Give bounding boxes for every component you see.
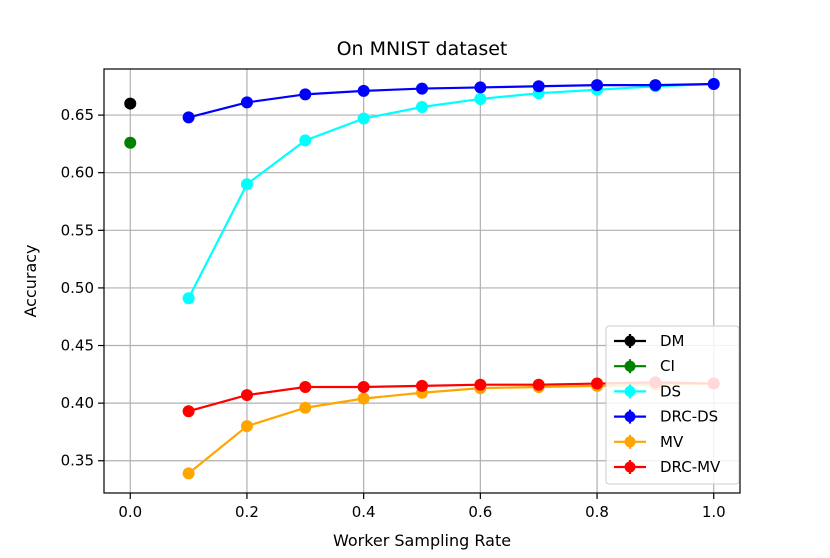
legend-marker [624, 335, 636, 347]
legend-label: DRC-MV [660, 458, 721, 476]
data-point-drc-ds [649, 79, 662, 92]
x-axis-ticks: 0.0 0.2 0.4 0.6 0.8 1.0 [118, 493, 726, 521]
data-point-ds [357, 112, 370, 125]
data-point-ds [240, 178, 253, 191]
legend-label: DRC-DS [660, 408, 718, 426]
data-point-ds [416, 101, 428, 114]
data-point-mv [299, 401, 312, 414]
legend-marker [624, 436, 636, 448]
data-point-drc-mv [182, 405, 195, 418]
data-point-drc-ds [182, 111, 195, 124]
plot-frame [103, 68, 741, 494]
legend-label: MV [660, 433, 684, 451]
legend-item-dm: DM [614, 332, 685, 350]
x-tick-label: 0.4 [352, 503, 376, 521]
legend-items: DM CI DS DRC-DS MV DRC-MV [614, 332, 721, 476]
data-point-drc-mv [357, 381, 370, 393]
y-tick-label: 0.65 [61, 106, 94, 124]
legend-item-drc-ds: DRC-DS [614, 408, 718, 426]
legend-label: CI [660, 357, 675, 375]
data-point-mv [182, 467, 195, 480]
data-point-drc-ds [240, 96, 253, 109]
legend-label: DM [660, 332, 685, 350]
legend-marker [624, 360, 636, 372]
legend-item-ds: DS [614, 382, 681, 400]
data-point-ds [299, 134, 312, 147]
data-point-drc-ds [591, 79, 604, 92]
data-point-mv [357, 392, 370, 405]
legend-marker [624, 461, 636, 473]
data-point-mv [240, 420, 253, 433]
data-point-drc-mv [474, 378, 487, 391]
data-point-dm [124, 97, 137, 110]
data-point-drc-mv [416, 379, 428, 392]
series-line-ds [187, 82, 714, 299]
legend-item-mv: MV [614, 433, 684, 451]
x-tick-label: 0.6 [468, 503, 492, 521]
series-drc-ds [182, 77, 720, 124]
legend-label: DS [660, 382, 681, 400]
series-ci [124, 136, 137, 149]
y-axis-ticks: 0.35 0.40 0.45 0.50 0.55 0.60 0.65 [61, 106, 104, 470]
data-point-drc-ds [357, 84, 370, 97]
x-tick-label: 0.0 [118, 503, 142, 521]
data-point-drc-mv [299, 381, 312, 393]
data-point-drc-ds [707, 77, 720, 90]
series-ds [182, 77, 720, 305]
x-axis-label: Worker Sampling Rate [333, 531, 511, 550]
series-line-drc-ds [188, 82, 714, 119]
x-tick-label: 0.8 [585, 503, 609, 521]
data-point-drc-ds [299, 88, 312, 101]
y-tick-label: 0.60 [61, 164, 94, 182]
y-tick-label: 0.50 [61, 279, 94, 297]
legend-item-ci: CI [614, 357, 675, 375]
y-tick-label: 0.45 [61, 337, 94, 355]
data-point-drc-ds [474, 81, 487, 94]
y-tick-label: 0.40 [61, 394, 94, 412]
y-axis-label: Accuracy [21, 244, 40, 317]
data-point-drc-mv [532, 378, 545, 391]
data-point-drc-ds [416, 82, 428, 95]
x-tick-label: 0.2 [235, 503, 259, 521]
legend-item-drc-mv: DRC-MV [614, 458, 721, 476]
legend-marker [624, 385, 636, 397]
x-tick-label: 1.0 [702, 503, 726, 521]
legend: DM CI DS DRC-DS MV DRC-MV [605, 325, 740, 485]
grid-layer [104, 69, 740, 493]
y-tick-label: 0.55 [61, 221, 94, 239]
data-point-ds [182, 292, 195, 305]
series-dm [124, 97, 137, 110]
data-point-drc-ds [532, 80, 545, 93]
data-point-drc-mv [591, 377, 604, 390]
data-point-drc-mv [240, 389, 253, 402]
chart-title: On MNIST dataset [337, 38, 508, 60]
data-point-ci [124, 136, 137, 149]
legend-marker [624, 411, 636, 423]
y-tick-label: 0.35 [61, 452, 94, 470]
data-point-ds [474, 92, 487, 105]
